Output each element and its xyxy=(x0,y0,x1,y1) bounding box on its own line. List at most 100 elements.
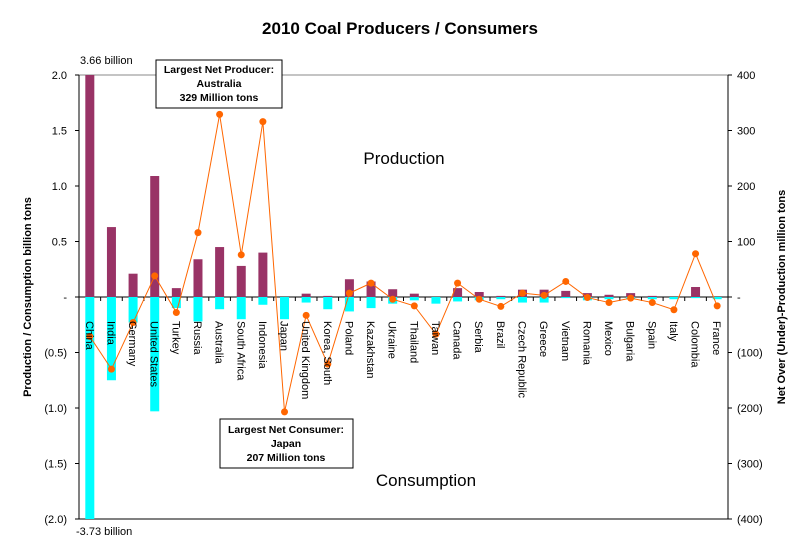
net-point xyxy=(237,251,245,259)
y2-tick-label: 200 xyxy=(737,181,755,193)
category-label: Japan xyxy=(278,321,290,351)
y-axis-label: Production / Consumption billion tons xyxy=(22,197,34,397)
category-label: United Kingdom xyxy=(299,321,311,399)
category-label: Italy xyxy=(667,321,679,342)
net-point xyxy=(713,302,721,310)
net-point xyxy=(692,250,700,258)
category-label: China xyxy=(83,321,95,351)
consumption-bar xyxy=(258,297,268,305)
y2-tick-label: 100 xyxy=(737,237,755,249)
net-point xyxy=(324,360,332,368)
consumer-box-line2: Japan xyxy=(271,438,301,450)
production-bar xyxy=(323,295,333,297)
consumer-annotation-box: Largest Net Consumer: Japan 207 Million … xyxy=(219,418,354,469)
producer-box-line2: Australia xyxy=(197,78,242,90)
category-label: Greece xyxy=(537,321,549,357)
y-tick-label: 1.0 xyxy=(52,181,67,193)
net-point xyxy=(648,299,656,307)
consumption-bar xyxy=(517,297,527,303)
production-bar xyxy=(106,227,116,297)
consumption-bar xyxy=(366,297,376,309)
production-bar xyxy=(215,247,225,297)
consumption-bar xyxy=(453,297,463,302)
producer-annotation-box: Largest Net Producer: Australia 329 Mill… xyxy=(155,59,283,109)
net-point xyxy=(216,110,224,118)
consumption-bar xyxy=(193,297,203,322)
category-label: Brazil xyxy=(494,321,506,349)
net-point xyxy=(670,306,678,314)
net-point xyxy=(194,229,202,237)
production-bar xyxy=(236,265,246,297)
y2-tick-label: (300) xyxy=(737,459,763,471)
production-bar xyxy=(171,288,181,297)
y2-tick-label: (200) xyxy=(737,403,763,415)
y-tick-label: 2.0 xyxy=(52,70,67,82)
category-label: Vietnam xyxy=(559,321,571,361)
y-tick-label: 0.5 xyxy=(52,237,67,249)
consumption-label: Consumption xyxy=(376,471,476,490)
production-bar xyxy=(691,287,701,297)
consumption-bar xyxy=(604,297,614,300)
production-bar xyxy=(409,293,419,297)
consumption-bar xyxy=(409,297,419,301)
y2-axis-label: Net Over (Under)-Production million tons xyxy=(776,190,788,405)
consumption-bar xyxy=(280,297,290,320)
y-tick-label: (1.0) xyxy=(44,403,67,415)
y2-tick-label: - xyxy=(737,292,741,304)
category-label: India xyxy=(104,321,116,346)
consumption-bar xyxy=(669,297,679,300)
category-label: France xyxy=(710,321,722,355)
consumption-bar xyxy=(344,297,354,312)
y2-tick-label: (400) xyxy=(737,514,763,526)
consumption-bar xyxy=(236,297,246,320)
net-point xyxy=(518,289,526,297)
net-point xyxy=(367,279,375,287)
production-bar xyxy=(193,259,203,297)
category-label: Turkey xyxy=(169,321,181,355)
china-consumption-note: -3.73 billion xyxy=(76,526,132,538)
category-label: Kazakhstan xyxy=(364,321,376,378)
category-label: Germany xyxy=(126,321,138,367)
category-label: United States xyxy=(148,321,160,388)
category-label: Taiwan xyxy=(429,321,441,355)
category-label: Bulgaria xyxy=(624,321,636,362)
y-tick-label: 1.5 xyxy=(52,126,67,138)
production-bar xyxy=(258,252,268,297)
y2-tick-label: (100) xyxy=(737,348,763,360)
consumption-bar xyxy=(496,297,506,300)
y-tick-label: (1.5) xyxy=(44,459,67,471)
y2-tick-label: 400 xyxy=(737,70,755,82)
category-label: Thailand xyxy=(407,321,419,363)
consumption-bar xyxy=(150,297,160,412)
consumption-bar xyxy=(106,297,116,381)
consumer-box-line3: 207 Million tons xyxy=(247,452,326,464)
producer-box-line3: 329 Million tons xyxy=(180,92,259,104)
producer-box-line1: Largest Net Producer: xyxy=(164,64,274,76)
net-point xyxy=(540,291,548,299)
net-point xyxy=(475,295,483,303)
category-label: Canada xyxy=(451,321,463,360)
production-bar xyxy=(388,289,398,297)
production-bar xyxy=(366,281,376,297)
production-bar xyxy=(474,292,484,297)
consumption-bar xyxy=(539,297,549,303)
production-bar xyxy=(604,294,614,297)
net-point xyxy=(129,319,137,327)
category-label: Australia xyxy=(213,321,225,365)
net-point xyxy=(562,277,570,285)
net-point xyxy=(172,309,180,317)
net-point xyxy=(583,294,591,302)
net-point xyxy=(281,408,289,416)
category-label: Colombia xyxy=(689,321,701,368)
net-point xyxy=(107,365,115,373)
net-point xyxy=(302,311,310,319)
net-point xyxy=(151,272,159,280)
category-label: South Africa xyxy=(234,321,246,381)
production-bar xyxy=(561,290,571,297)
production-label: Production xyxy=(363,149,444,168)
category-label: Korea, South xyxy=(321,321,333,385)
category-label: Mexico xyxy=(602,321,614,356)
consumption-bar xyxy=(85,297,95,519)
consumer-box-line1: Largest Net Consumer: xyxy=(228,424,344,436)
net-point xyxy=(345,289,353,297)
